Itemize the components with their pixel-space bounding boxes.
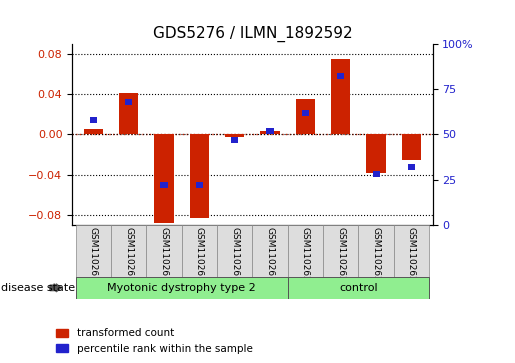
Bar <box>366 134 386 173</box>
Bar <box>146 225 182 278</box>
Title: GDS5276 / ILMN_1892592: GDS5276 / ILMN_1892592 <box>152 26 352 42</box>
Bar <box>358 225 394 278</box>
Bar <box>225 134 245 137</box>
Bar <box>302 110 309 115</box>
Bar <box>408 164 415 170</box>
Bar <box>296 99 315 134</box>
Bar <box>394 225 429 278</box>
Bar <box>331 59 350 134</box>
Bar <box>111 225 146 278</box>
Text: GSM1102619: GSM1102619 <box>266 227 274 288</box>
Bar <box>154 134 174 223</box>
Bar <box>76 277 288 299</box>
Text: GSM1102620: GSM1102620 <box>301 227 310 287</box>
Bar <box>252 225 288 278</box>
Text: control: control <box>339 283 377 293</box>
Bar <box>288 225 323 278</box>
Text: GSM1102615: GSM1102615 <box>124 227 133 288</box>
Bar <box>217 225 252 278</box>
Bar <box>337 73 344 79</box>
Text: disease state: disease state <box>1 283 75 293</box>
Text: GSM1102617: GSM1102617 <box>195 227 204 288</box>
Text: Myotonic dystrophy type 2: Myotonic dystrophy type 2 <box>107 283 256 293</box>
Text: GSM1102614: GSM1102614 <box>89 227 98 287</box>
Bar <box>119 93 139 134</box>
Bar <box>190 134 209 218</box>
Text: GSM1102622: GSM1102622 <box>371 227 381 287</box>
Bar <box>231 137 238 143</box>
Bar <box>161 182 167 188</box>
Bar <box>372 171 380 177</box>
Legend: transformed count, percentile rank within the sample: transformed count, percentile rank withi… <box>52 324 256 358</box>
Bar <box>323 225 358 278</box>
Bar <box>125 99 132 105</box>
Text: GSM1102621: GSM1102621 <box>336 227 345 287</box>
Text: GSM1102623: GSM1102623 <box>407 227 416 287</box>
Bar <box>182 225 217 278</box>
Bar <box>90 117 97 123</box>
Bar <box>76 225 111 278</box>
Bar <box>260 131 280 134</box>
Text: GSM1102616: GSM1102616 <box>160 227 168 288</box>
Bar <box>196 182 203 188</box>
Bar <box>402 134 421 159</box>
Bar <box>266 128 273 134</box>
Bar <box>83 129 103 134</box>
Bar <box>288 277 429 299</box>
Text: GSM1102618: GSM1102618 <box>230 227 239 288</box>
